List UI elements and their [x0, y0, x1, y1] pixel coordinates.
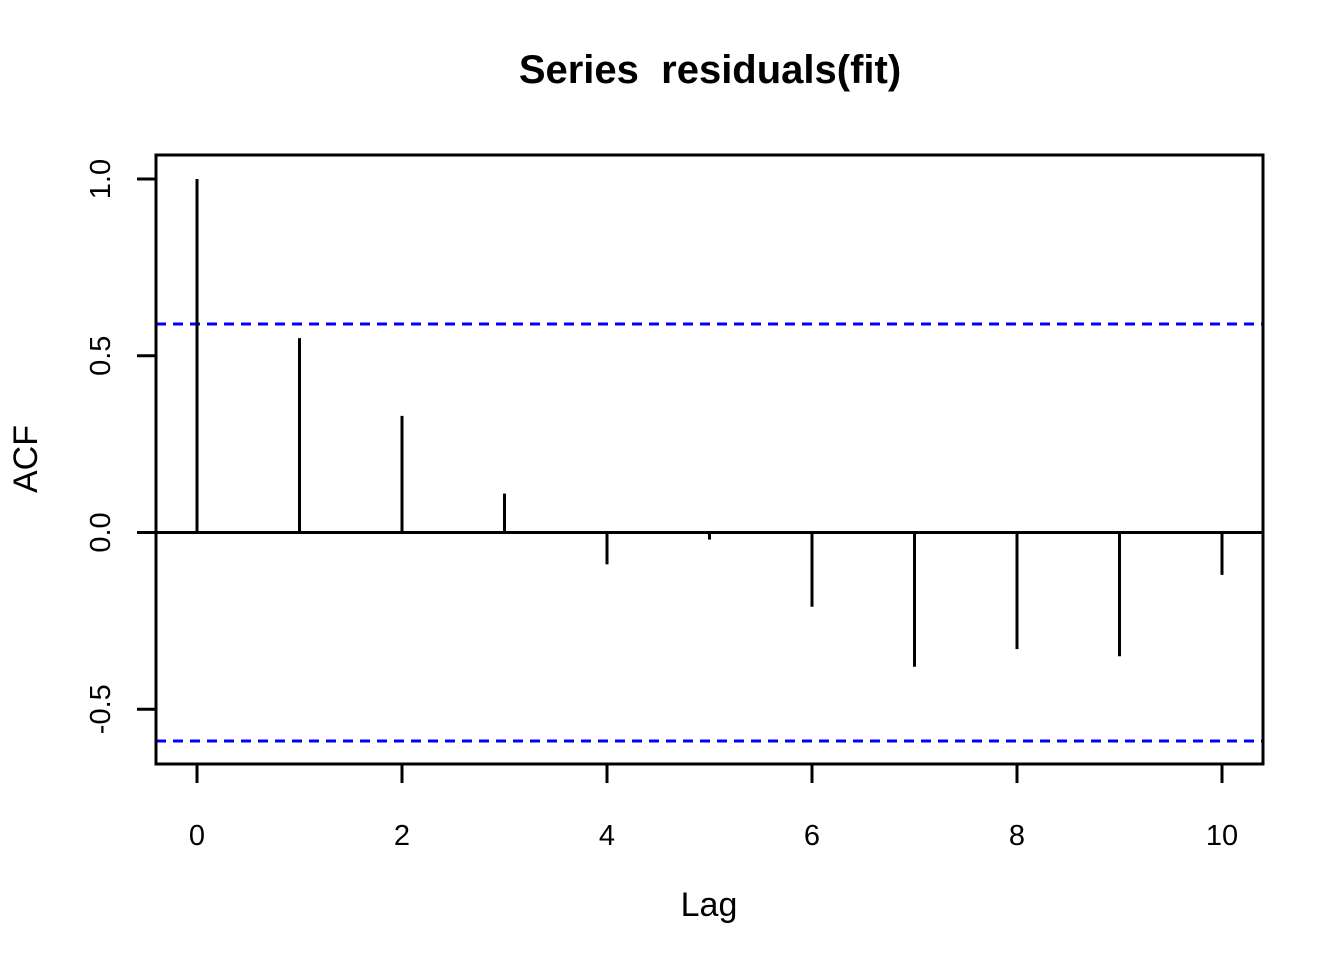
y-tick-label: 0.0 [85, 512, 117, 552]
x-tick-label: 2 [394, 820, 410, 852]
x-axis-label: Lag [681, 886, 738, 924]
x-tick-label: 6 [804, 820, 820, 852]
x-tick-label: 4 [599, 820, 615, 852]
x-tick-label: 10 [1206, 820, 1238, 852]
x-tick-label: 8 [1009, 820, 1025, 852]
y-axis-label: ACF [7, 425, 45, 493]
x-tick-label: 0 [189, 820, 205, 852]
y-tick-label: 1.0 [85, 159, 117, 199]
y-tick-label: 0.5 [85, 336, 117, 376]
plot-border [154, 153, 1265, 766]
chart-marks: 0 2 4 6 8 10 1.0 0.5 0.0 -0.5 [85, 153, 1265, 852]
chart-title: Series residuals(fit) [519, 48, 901, 92]
y-tick-label: -0.5 [85, 684, 117, 734]
